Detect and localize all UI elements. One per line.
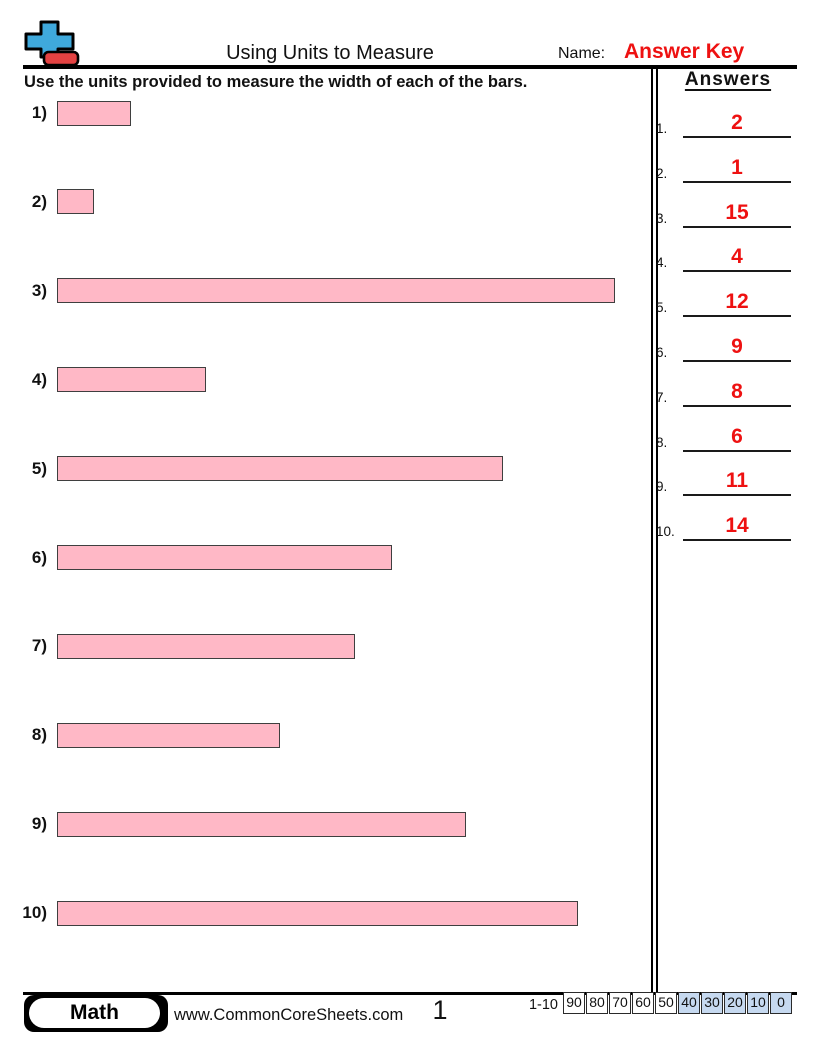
- answer-blank-line: [683, 136, 791, 138]
- answer-value: 2: [731, 111, 743, 134]
- answer-value: 15: [725, 200, 749, 224]
- answer-blank-line: [683, 360, 791, 362]
- question-row: 4): [10, 367, 206, 393]
- question-row: 3): [10, 278, 615, 304]
- name-label: Name:: [558, 45, 606, 62]
- answer-blank-line: [683, 180, 791, 183]
- answer-item: 7. 8: [654, 363, 796, 408]
- question-row: 10): [10, 900, 578, 926]
- question-row: 2): [10, 189, 95, 215]
- measure-bar: [57, 189, 95, 215]
- answer-item: 6. 9: [654, 318, 796, 363]
- score-cell: 20: [724, 992, 746, 1014]
- answer-value: 11: [725, 469, 749, 493]
- answer-blank-line: [683, 225, 791, 228]
- measure-bar: [57, 367, 206, 393]
- score-cell: 10: [747, 992, 769, 1014]
- score-range-label: 1-10: [528, 997, 558, 1013]
- answer-number: 8.: [656, 434, 668, 450]
- question-number: 5): [31, 458, 47, 478]
- measure-bar: [57, 456, 504, 482]
- answer-value: 12: [725, 290, 749, 314]
- question-row: 6): [10, 545, 392, 571]
- answer-item: 5. 12: [654, 273, 796, 318]
- question-number: 9): [31, 814, 47, 834]
- math-subject-badge: Math: [24, 995, 168, 1032]
- measure-bar: [57, 811, 467, 837]
- answer-item: 1. 2: [654, 94, 796, 139]
- worksheet-title: Using Units to Measure: [226, 42, 434, 64]
- question-number: 1): [31, 103, 47, 122]
- answer-number: 3.: [656, 210, 668, 226]
- website-text: www.CommonCoreSheets.com: [174, 1006, 404, 1024]
- answer-item: 4. 4: [654, 228, 796, 273]
- question-row: 5): [10, 456, 504, 482]
- instruction-text: Use the units provided to measure the wi…: [24, 73, 528, 91]
- answer-blank-line: [683, 494, 791, 497]
- question-number: 10): [22, 903, 47, 923]
- subject-label: Math: [29, 998, 160, 1028]
- answer-blank-line: [683, 449, 791, 452]
- answer-value: 9: [731, 335, 743, 358]
- answer-item: 9. 11: [654, 452, 796, 497]
- score-table: 90 80 70 60 50 40 30 20 10 0: [563, 992, 792, 1014]
- plus-minus-logo-icon: [24, 20, 80, 67]
- answers-divider-line: [651, 67, 658, 993]
- score-cell: 50: [655, 992, 677, 1014]
- answer-blank-line: [683, 270, 791, 273]
- answer-item: 3. 15: [654, 184, 796, 229]
- answer-value: 6: [731, 424, 743, 448]
- answer-number: 5.: [656, 300, 668, 316]
- measure-bar: [57, 722, 281, 748]
- question-number: 8): [31, 725, 47, 745]
- answer-value: 14: [725, 514, 749, 538]
- answer-number: 2.: [656, 165, 668, 181]
- question-number: 4): [31, 369, 47, 389]
- score-cell: 80: [586, 992, 608, 1014]
- score-cell: 40: [678, 992, 700, 1014]
- answer-value: 8: [731, 379, 743, 403]
- answer-number: 7.: [656, 389, 668, 405]
- question-row: 8): [10, 722, 281, 748]
- answer-number: 1.: [656, 121, 668, 136]
- answer-value: 1: [731, 155, 743, 179]
- answer-item: 8. 6: [654, 408, 796, 453]
- score-cell: 0: [770, 992, 792, 1014]
- answers-heading: Answers: [684, 69, 772, 90]
- measure-bar: [57, 100, 132, 126]
- question-number: 6): [31, 547, 47, 567]
- answer-number: 10.: [656, 524, 675, 540]
- score-cell: 30: [701, 992, 723, 1014]
- header-rule: [23, 65, 797, 69]
- answer-item: 2. 1: [654, 139, 796, 184]
- question-number: 2): [31, 191, 47, 211]
- question-row: 9): [10, 811, 467, 837]
- question-number: 3): [31, 280, 47, 300]
- score-cell: 70: [609, 992, 631, 1014]
- question-row: 1): [10, 100, 132, 126]
- measure-bar: [57, 633, 355, 659]
- measure-bar: [57, 900, 578, 926]
- answer-number: 4.: [656, 255, 668, 271]
- footer-rule: [23, 992, 797, 995]
- score-cell: 60: [632, 992, 654, 1014]
- answer-blank-line: [683, 315, 791, 318]
- measure-bar: [57, 545, 392, 570]
- answer-item: 10. 14: [654, 497, 796, 542]
- page-number: 1: [432, 995, 448, 1025]
- score-cell: 90: [563, 992, 585, 1014]
- answer-value: 4: [731, 245, 743, 269]
- answer-blank-line: [683, 539, 791, 542]
- answer-key-text: Answer Key: [624, 40, 745, 63]
- measure-bar: [57, 278, 615, 304]
- answer-blank-line: [683, 404, 791, 407]
- question-row: 7): [10, 633, 355, 659]
- question-number: 7): [31, 636, 47, 656]
- answer-number: 6.: [656, 345, 668, 360]
- answer-number: 9.: [656, 479, 668, 495]
